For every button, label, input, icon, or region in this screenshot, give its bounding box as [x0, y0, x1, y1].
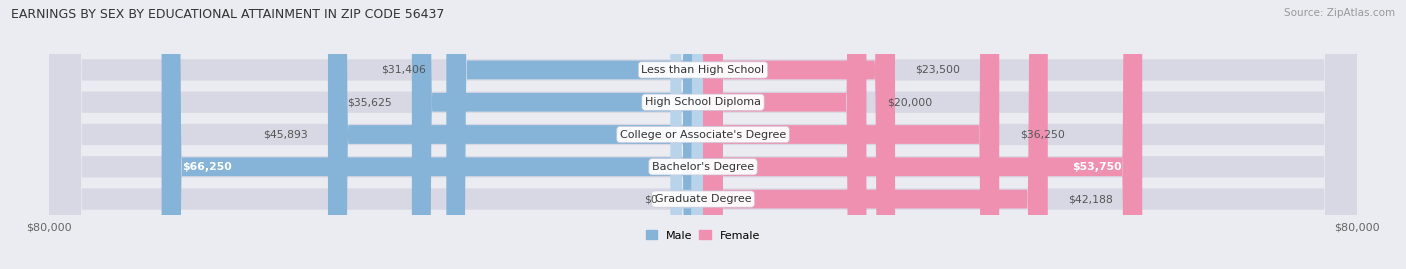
FancyBboxPatch shape [49, 0, 1357, 269]
Text: EARNINGS BY SEX BY EDUCATIONAL ATTAINMENT IN ZIP CODE 56437: EARNINGS BY SEX BY EDUCATIONAL ATTAINMEN… [11, 8, 444, 21]
Text: High School Diploma: High School Diploma [645, 97, 761, 107]
Text: $42,188: $42,188 [1069, 194, 1114, 204]
Text: $36,250: $36,250 [1019, 129, 1064, 140]
Text: $45,893: $45,893 [263, 129, 308, 140]
Text: $0: $0 [644, 194, 658, 204]
FancyBboxPatch shape [49, 0, 1357, 269]
Text: Source: ZipAtlas.com: Source: ZipAtlas.com [1284, 8, 1395, 18]
Text: $23,500: $23,500 [915, 65, 960, 75]
FancyBboxPatch shape [162, 0, 703, 269]
FancyBboxPatch shape [49, 0, 1357, 269]
FancyBboxPatch shape [671, 0, 703, 269]
Text: $53,750: $53,750 [1073, 162, 1122, 172]
Text: $35,625: $35,625 [347, 97, 391, 107]
Legend: Male, Female: Male, Female [641, 226, 765, 245]
Text: Less than High School: Less than High School [641, 65, 765, 75]
Text: Graduate Degree: Graduate Degree [655, 194, 751, 204]
FancyBboxPatch shape [703, 0, 896, 269]
Text: College or Associate's Degree: College or Associate's Degree [620, 129, 786, 140]
FancyBboxPatch shape [49, 0, 1357, 269]
FancyBboxPatch shape [49, 0, 1357, 269]
Text: Bachelor's Degree: Bachelor's Degree [652, 162, 754, 172]
FancyBboxPatch shape [703, 0, 1000, 269]
Text: $31,406: $31,406 [381, 65, 426, 75]
FancyBboxPatch shape [328, 0, 703, 269]
FancyBboxPatch shape [703, 0, 866, 269]
FancyBboxPatch shape [446, 0, 703, 269]
Text: $20,000: $20,000 [887, 97, 932, 107]
FancyBboxPatch shape [412, 0, 703, 269]
FancyBboxPatch shape [703, 0, 1142, 269]
Text: $66,250: $66,250 [181, 162, 232, 172]
FancyBboxPatch shape [703, 0, 1047, 269]
